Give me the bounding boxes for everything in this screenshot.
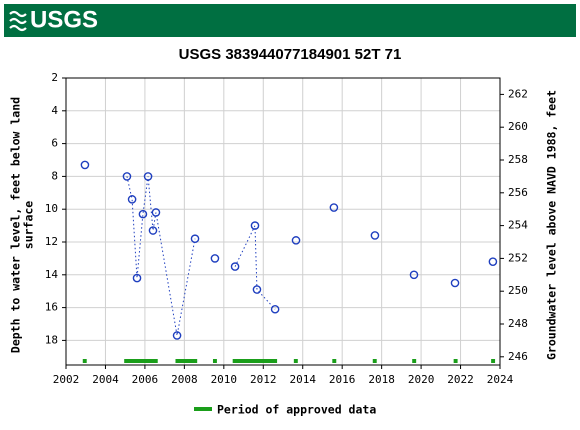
logo-text: USGS [30,6,98,33]
header-bar [4,4,576,37]
legend-label: Period of approved data [217,403,376,417]
data-point [291,236,301,245]
x-tick-label: 2024 [487,373,514,386]
data-point [252,285,262,294]
data-point [172,331,182,340]
approved-period [372,359,377,363]
approved-period [491,359,496,363]
approved-period [175,359,198,363]
y2-tick-label: 262 [508,87,528,100]
data-point [488,257,498,266]
y2-tick-label: 258 [508,153,528,166]
y-tick-label: 18 [45,333,58,346]
chart-title: USGS 383944077184901 52T 71 [179,46,402,63]
data-point [210,254,220,263]
plot-frame [65,77,501,366]
approved-period [332,359,337,363]
x-tick-label: 2008 [171,373,198,386]
data-point [127,195,137,204]
data-point [132,273,142,283]
y-tick-label: 4 [51,104,58,117]
approved-period [293,359,298,363]
x-tick-label: 2004 [92,373,119,386]
y-tick-label: 6 [51,137,58,150]
y2-tick-label: 254 [508,219,528,232]
approved-period [82,359,87,363]
data-point [329,203,339,212]
usgs-logo-icon [9,10,27,32]
data-point [250,221,260,230]
data-point [138,209,148,219]
data-point [230,262,240,271]
approved-period [212,359,217,363]
x-tick-label: 2002 [53,373,80,386]
data-point [151,208,161,217]
y2-tick-label: 248 [508,317,528,330]
approved-period [232,359,278,363]
x-tick-label: 2018 [368,373,395,386]
y-tick-label: 2 [51,71,58,84]
data-point [122,172,132,181]
data-point [143,172,153,181]
y2-tick-label: 252 [508,251,528,264]
data-point [80,160,90,170]
data-point [270,304,280,314]
data-point [450,278,460,288]
x-tick-label: 2014 [289,373,316,386]
data-point [190,234,200,244]
y2-tick-label: 250 [508,284,528,297]
approved-period [453,359,458,363]
y2-tick-label: 260 [508,120,528,133]
x-tick-label: 2016 [329,373,356,386]
y-tick-label: 8 [51,169,58,182]
x-tick-label: 2012 [250,373,277,386]
y2-tick-label: 246 [508,350,528,363]
y2-axis-label: Groundwater level above NAVD 1988, feet [545,90,559,360]
x-tick-label: 2010 [211,373,238,386]
y-tick-label: 14 [45,268,59,281]
data-point [409,270,419,280]
approved-period [412,359,417,363]
x-tick-label: 2022 [447,373,474,386]
x-tick-label: 2006 [132,373,159,386]
approved-period [124,359,158,363]
y-axis-label: Depth to water level, feet below land [9,97,23,353]
y-axis-label: surface [22,201,36,250]
data-point [370,231,380,240]
y-tick-label: 16 [45,301,58,314]
y2-tick-label: 256 [508,186,528,199]
x-tick-label: 2020 [408,373,435,386]
y-tick-label: 10 [45,202,58,215]
y-tick-label: 12 [45,235,58,248]
data-point [148,226,158,235]
